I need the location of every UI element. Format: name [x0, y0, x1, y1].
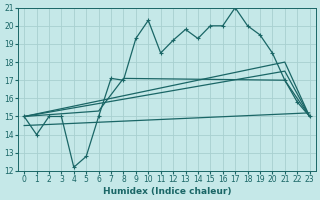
X-axis label: Humidex (Indice chaleur): Humidex (Indice chaleur): [103, 187, 231, 196]
